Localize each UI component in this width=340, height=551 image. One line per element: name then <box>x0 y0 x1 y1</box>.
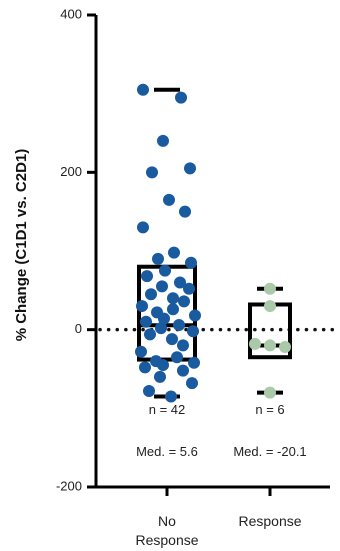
data-point <box>189 309 201 322</box>
data-point <box>163 193 175 206</box>
data-point <box>155 322 167 335</box>
y-tick-label: 400 <box>60 6 82 21</box>
data-point <box>173 318 185 331</box>
data-point <box>183 282 195 295</box>
median-label: Med. = -20.1 <box>233 444 306 459</box>
data-point <box>249 337 261 350</box>
data-point <box>137 221 149 234</box>
data-point <box>166 333 178 346</box>
data-point <box>139 361 151 374</box>
data-point <box>175 91 187 104</box>
data-point <box>145 288 157 301</box>
data-point <box>179 205 191 218</box>
y-tick-label: 0 <box>75 321 82 336</box>
data-point <box>168 246 180 259</box>
data-point <box>187 325 199 338</box>
data-point <box>144 328 156 341</box>
y-tick-label: 200 <box>60 164 82 179</box>
data-point <box>141 270 153 283</box>
y-axis-title: % Change (C1D1 vs. C2D1) <box>13 149 30 342</box>
x-category-label: Response <box>238 513 301 529</box>
y-tick-label: -200 <box>56 478 82 493</box>
data-point <box>165 390 177 403</box>
data-point <box>159 264 171 277</box>
data-point <box>264 282 276 295</box>
data-point <box>143 385 155 398</box>
data-point <box>178 295 190 308</box>
data-point <box>174 276 186 289</box>
data-point <box>185 256 197 269</box>
data-point <box>184 162 196 175</box>
data-point <box>167 303 179 316</box>
data-point <box>154 370 166 383</box>
data-point <box>157 359 169 372</box>
data-point <box>158 312 170 325</box>
data-point <box>140 315 152 328</box>
x-category-label: No <box>158 513 176 529</box>
data-point <box>156 280 168 293</box>
data-point <box>279 340 291 353</box>
data-point <box>146 166 158 179</box>
labels: n = 42 Med. = 5.6 No Response n = 6 Med. = -2… <box>135 402 306 548</box>
data-point <box>171 351 183 364</box>
data-point <box>264 339 276 352</box>
n-label: n = 6 <box>255 402 284 417</box>
median-label: Med. = 5.6 <box>136 444 198 459</box>
y-axis: 400 200 0 -200 <box>56 6 340 496</box>
data-point <box>177 339 189 352</box>
data-point <box>188 356 200 369</box>
data-point <box>177 364 189 377</box>
data-points <box>135 83 291 403</box>
data-point <box>167 292 179 305</box>
x-category-label: Response <box>135 532 198 548</box>
data-point <box>264 386 276 399</box>
n-label: n = 42 <box>149 402 186 417</box>
data-point <box>152 252 164 265</box>
data-point <box>264 300 276 313</box>
data-point <box>157 134 169 147</box>
data-point <box>136 300 148 313</box>
data-point <box>137 83 149 96</box>
data-point <box>186 377 198 390</box>
data-point <box>135 345 147 358</box>
